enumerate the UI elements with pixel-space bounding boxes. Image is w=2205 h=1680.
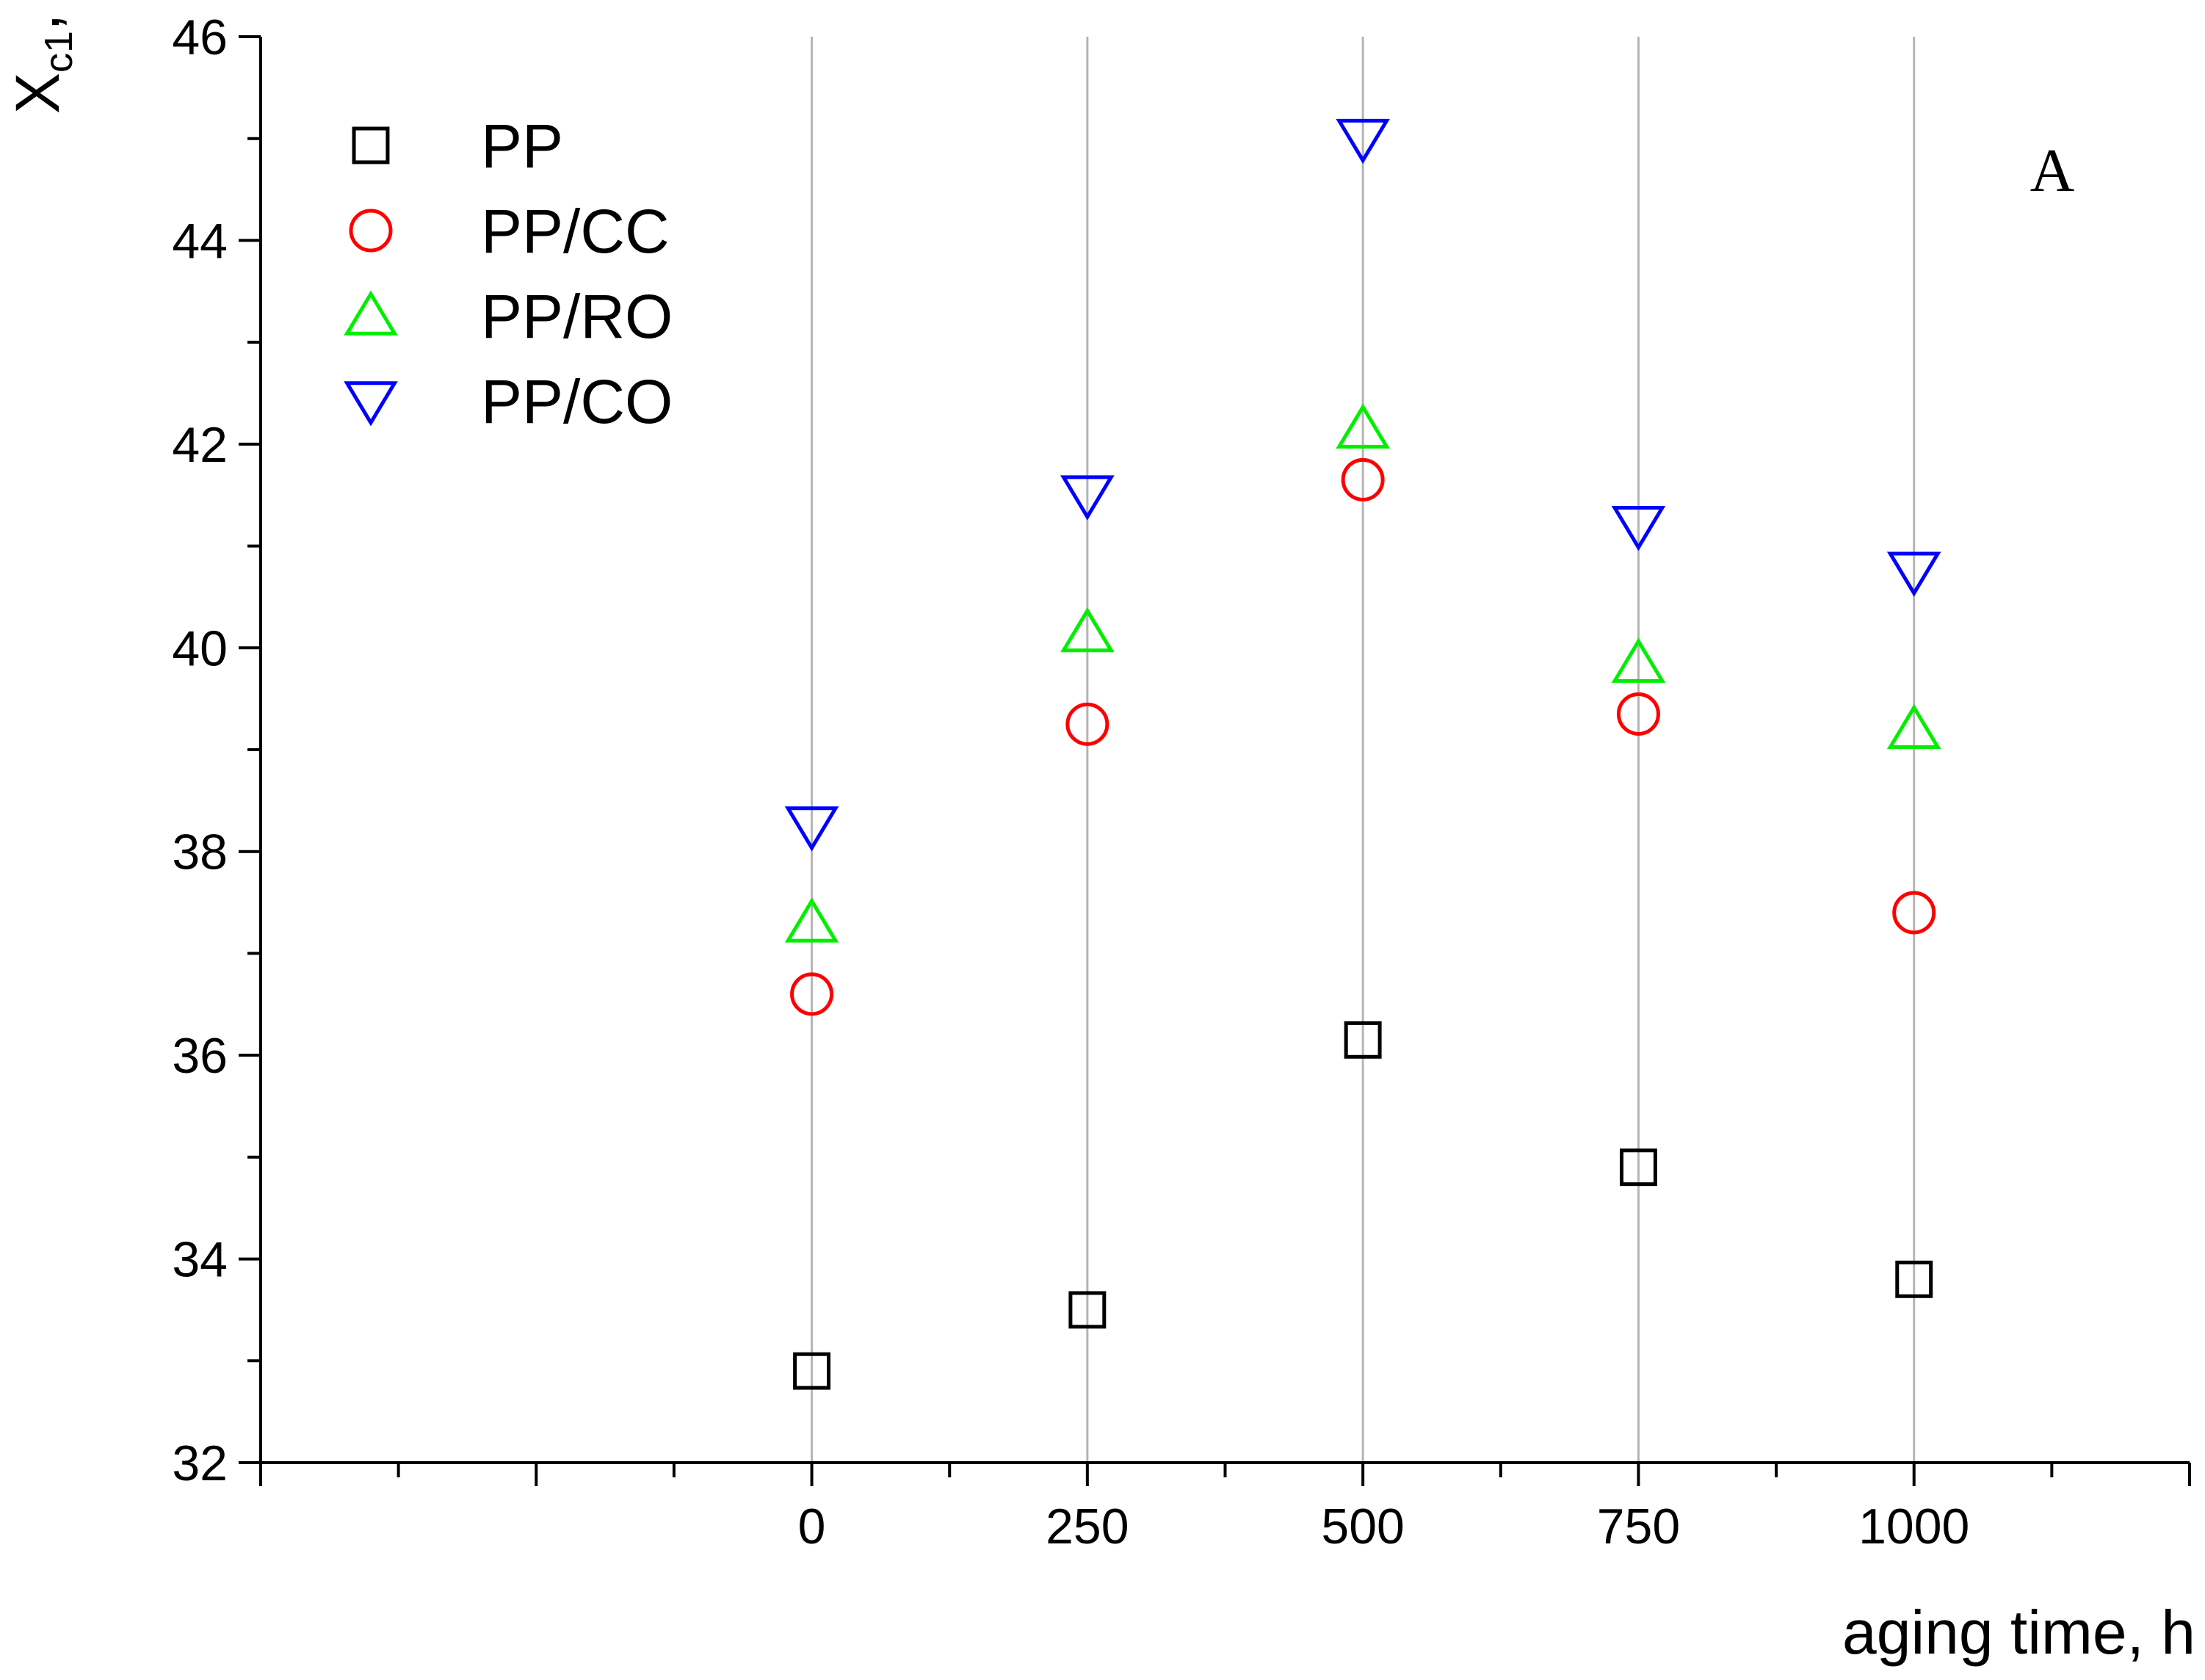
y-axis-title-main: X <box>3 73 72 114</box>
legend-marker-pp-ro <box>344 290 398 336</box>
panel-label: A <box>2030 137 2075 205</box>
data-point-pp-cc <box>1065 702 1109 746</box>
data-point-pp-cc <box>790 972 834 1016</box>
ticks: 32 34 36 38 40 42 44 46 0 250 500 750 1000 <box>172 10 2191 1554</box>
y-tick-label: 40 <box>172 620 228 676</box>
data-point-pp-co <box>1611 506 1666 551</box>
x-tick-label: 500 <box>1321 1499 1404 1554</box>
y-axis-title-subscript: c1 <box>37 31 81 73</box>
x-axis-title: aging time, h <box>1842 1598 2195 1667</box>
data-point-pp-co <box>1060 475 1115 521</box>
data-point-pp <box>1344 1021 1382 1059</box>
legend-marker-pp-cc <box>349 209 393 253</box>
y-axis-title: Xc1, % <box>3 0 81 114</box>
data-point-pp-ro <box>784 897 839 943</box>
legend-marker-pp-co <box>344 381 398 427</box>
y-tick-label: 38 <box>172 825 228 880</box>
legend: PP PP/CC PP/RO PP/CO <box>344 112 673 436</box>
data-point-pp-cc <box>1341 457 1385 502</box>
x-tick-label: 750 <box>1597 1499 1680 1554</box>
legend-label-pp-ro: PP/RO <box>481 282 673 351</box>
data-marks <box>784 118 1941 1390</box>
y-tick-label: 32 <box>172 1435 228 1491</box>
legend-label-pp: PP <box>481 112 563 181</box>
data-point-pp-cc <box>1892 891 1936 935</box>
y-tick-label: 42 <box>172 417 228 473</box>
data-point-pp-ro <box>1060 607 1115 653</box>
data-point-pp-ro <box>1886 703 1941 750</box>
legend-label-pp-co: PP/CO <box>481 367 673 436</box>
data-point-pp-ro <box>1611 637 1666 683</box>
data-point-pp <box>1068 1291 1107 1329</box>
y-tick-label: 34 <box>172 1232 228 1288</box>
data-point-pp-co <box>784 806 839 852</box>
x-tick-label: 250 <box>1046 1499 1129 1554</box>
data-point-pp <box>1895 1260 1933 1298</box>
data-point-pp <box>1619 1148 1657 1187</box>
y-axis-title-suffix: , % <box>3 0 72 31</box>
data-point-pp-co <box>1336 118 1390 164</box>
y-tick-label: 36 <box>172 1028 228 1084</box>
legend-label-pp-cc: PP/CC <box>481 197 670 266</box>
data-point-pp-cc <box>1616 692 1660 736</box>
data-point-pp-ro <box>1336 403 1390 449</box>
y-tick-label: 46 <box>172 10 228 65</box>
y-tick-label: 44 <box>172 213 228 269</box>
x-tick-label: 0 <box>798 1499 826 1554</box>
data-point-pp <box>793 1352 831 1390</box>
x-tick-label: 1000 <box>1858 1499 1969 1554</box>
data-point-pp-co <box>1886 551 1941 597</box>
grid-lines <box>811 37 1916 1463</box>
legend-marker-pp <box>352 126 390 164</box>
